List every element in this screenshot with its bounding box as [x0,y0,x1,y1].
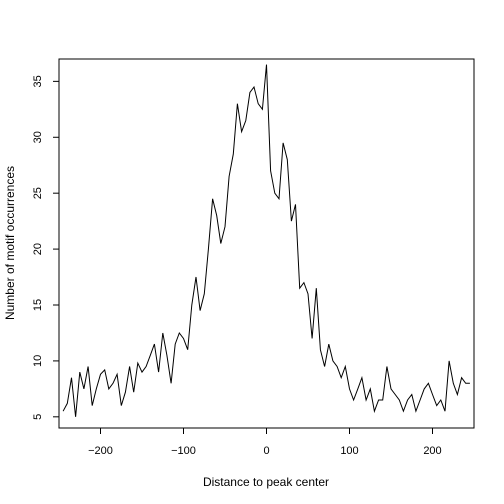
x-tick-label: 100 [340,445,358,457]
x-tick-label: −100 [171,445,196,457]
y-tick-label: 20 [32,243,44,255]
x-tick-label: 0 [263,445,269,457]
y-tick-label: 10 [32,355,44,367]
y-tick-label: 30 [32,131,44,143]
y-tick-label: 25 [32,187,44,199]
plot-frame [58,58,475,429]
y-axis-label: Number of motif occurrences [3,166,17,320]
x-tick-label: 200 [423,445,441,457]
y-axis: 5 10 15 20 25 30 35 [32,75,59,420]
series-line [62,64,470,417]
y-tick-label: 15 [32,299,44,311]
x-tick-label: −200 [88,445,113,457]
x-axis: −200 −100 0 100 200 [88,428,442,457]
y-tick-label: 35 [32,75,44,87]
y-tick-label: 5 [32,414,44,420]
x-axis-label: Distance to peak center [203,475,329,489]
